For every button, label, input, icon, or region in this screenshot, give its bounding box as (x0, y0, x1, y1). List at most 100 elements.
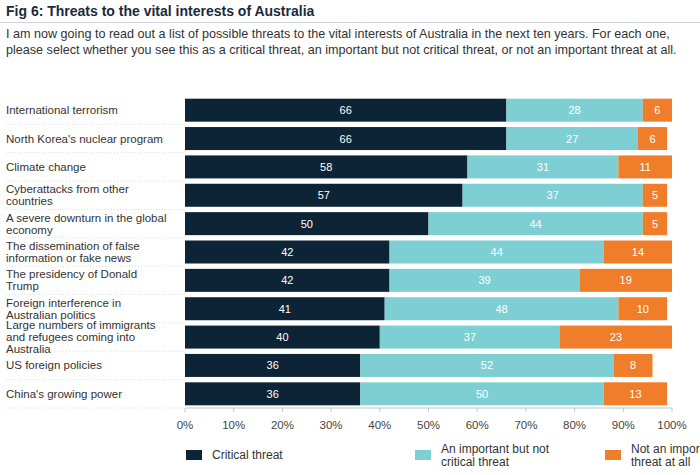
bar-segment (643, 184, 667, 207)
bar-segment (185, 382, 360, 405)
row-guide (6, 181, 185, 182)
data-label: 13 (629, 388, 641, 400)
x-tick-label: 30% (320, 419, 343, 431)
bar-segment (579, 269, 672, 292)
subtitle: I am now going to read out a list of pos… (6, 26, 694, 58)
row-guide (6, 379, 185, 380)
x-tick-label: 50% (417, 419, 440, 431)
legend-swatch (605, 450, 621, 460)
x-tick (233, 408, 234, 412)
data-label: 36 (267, 359, 279, 371)
data-label: 5 (652, 189, 658, 201)
data-labels: 6628666276583111573755044542441442391941… (267, 104, 661, 400)
title-rule (0, 22, 700, 23)
x-tick (428, 408, 429, 412)
x-tick (525, 408, 526, 412)
data-label: 5 (652, 218, 658, 230)
bar-segment (604, 241, 672, 264)
data-label: 10 (637, 303, 649, 315)
data-label: 27 (566, 133, 578, 145)
category-label: International terrorism (6, 104, 118, 116)
data-label: 48 (495, 303, 507, 315)
data-label: 6 (649, 133, 655, 145)
row-guide (6, 209, 185, 210)
row-guide (6, 124, 185, 125)
bar-segment (185, 241, 390, 264)
bar-segment (643, 99, 672, 122)
data-label: 39 (478, 274, 490, 286)
data-label: 50 (301, 218, 313, 230)
bar-segment (360, 354, 613, 377)
data-label: 11 (640, 161, 651, 173)
x-tick (477, 408, 478, 412)
category-label: US foreign policies (6, 359, 102, 371)
bar-segment (463, 184, 643, 207)
data-label: 58 (320, 161, 332, 173)
bar-segment (360, 382, 604, 405)
x-tick-label: 90% (612, 419, 635, 431)
bar-segment (390, 269, 580, 292)
data-label: 40 (276, 331, 288, 343)
chart: International terrorism North Korea's nuc… (0, 0, 700, 475)
bar-segment (618, 297, 667, 320)
x-tick (574, 408, 575, 412)
x-tick (623, 408, 624, 412)
data-label: 44 (530, 218, 542, 230)
bar-segment (506, 99, 642, 122)
x-tick-label: 80% (563, 419, 586, 431)
bar-segment (429, 212, 643, 235)
data-label: 52 (481, 359, 493, 371)
data-label: 41 (279, 303, 291, 315)
data-label: 37 (464, 331, 476, 343)
x-tick-label: 60% (466, 419, 489, 431)
bar-segment (185, 326, 380, 349)
bar-segment (638, 127, 667, 150)
bars (185, 99, 672, 406)
bar-segment (385, 297, 619, 320)
x-tick-label: 100% (657, 419, 686, 431)
data-label: 28 (568, 104, 580, 116)
category-label: The dissemination of falseinformation or… (6, 240, 140, 264)
bar-segment (185, 99, 506, 122)
row-guide (6, 294, 185, 295)
bar-segment (380, 326, 560, 349)
data-label: 37 (547, 189, 559, 201)
bar-segment (643, 212, 667, 235)
x-tick (379, 408, 380, 412)
data-label: 66 (340, 104, 352, 116)
data-label: 42 (281, 274, 293, 286)
x-tick-label: 40% (368, 419, 391, 431)
data-label: 23 (610, 331, 622, 343)
data-label: 36 (267, 388, 279, 400)
x-tick (672, 408, 673, 412)
x-tick (282, 408, 283, 412)
title: Fig 6: Threats to the vital interests of… (6, 3, 314, 19)
category-label: Foreign interference inAustralian politi… (6, 297, 121, 321)
bar-segment (614, 354, 653, 377)
data-label: 8 (630, 359, 636, 371)
bar-segment (185, 127, 506, 150)
bar-segment (185, 155, 467, 178)
data-label: 44 (491, 246, 503, 258)
data-label: 19 (620, 274, 632, 286)
category-label: China's growing power (6, 388, 122, 400)
data-label: 14 (632, 246, 644, 258)
bar-segment (604, 382, 667, 405)
data-label: 42 (281, 246, 293, 258)
x-tick-label: 20% (271, 419, 294, 431)
bar-segment (618, 155, 672, 178)
legend-label: Not an importantthreat at all (631, 442, 700, 469)
x-tick-label: 10% (222, 419, 245, 431)
data-label: 50 (476, 388, 488, 400)
bar-segment (506, 127, 637, 150)
data-label: 66 (340, 133, 352, 145)
data-label: 57 (318, 189, 330, 201)
row-guide (6, 152, 185, 153)
category-label: North Korea's nuclear program (6, 133, 163, 145)
category-label: Cyberattacks from othercountries (6, 183, 129, 207)
bar-segment (185, 269, 390, 292)
row-guide (6, 408, 185, 409)
bar-segment (185, 184, 463, 207)
x-tick-label: 0% (177, 419, 194, 431)
category-label: Climate change (6, 161, 86, 173)
